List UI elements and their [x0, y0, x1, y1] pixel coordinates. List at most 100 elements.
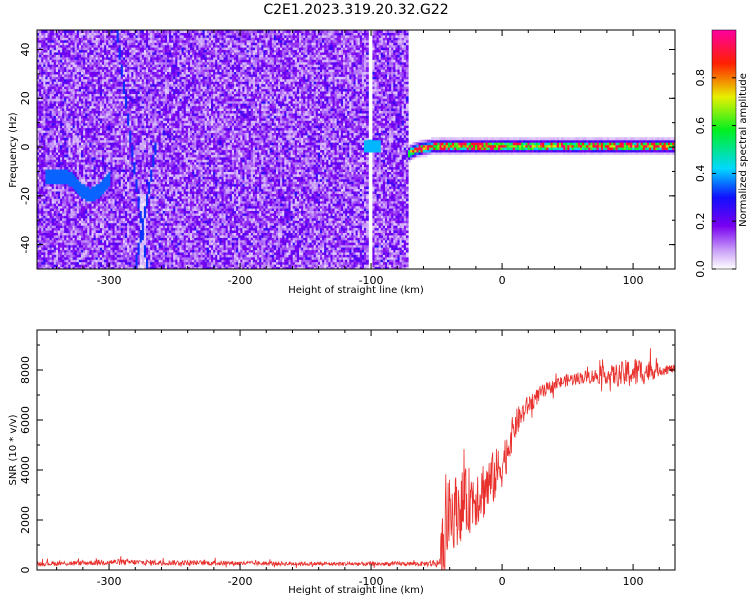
heatmap-cell	[55, 108, 59, 111]
heatmap-cell	[41, 49, 44, 53]
heatmap-cell	[66, 169, 69, 172]
heatmap-cell	[53, 266, 57, 269]
heatmap-cell	[45, 166, 49, 170]
heatmap-cell	[51, 83, 55, 87]
heatmap-cell	[51, 30, 55, 33]
heatmap-cell	[37, 191, 40, 194]
heatmap-cell	[62, 178, 65, 182]
heatmap-cell	[64, 61, 67, 65]
heatmap-cell	[51, 73, 55, 77]
heatmap-cell	[68, 225, 72, 229]
heatmap-cell	[68, 183, 72, 187]
heatmap-cell	[51, 151, 55, 155]
heatmap-cell	[68, 76, 72, 80]
heatmap-cell	[66, 49, 69, 53]
heatmap-cell	[58, 134, 61, 138]
heatmap-cell	[55, 144, 59, 148]
heatmap-cell	[53, 34, 57, 38]
heatmap-cell	[68, 210, 72, 214]
heatmap-cell	[37, 186, 40, 190]
heatmap-cell	[68, 154, 72, 158]
heatmap-cell	[39, 42, 42, 46]
heatmap-cell	[45, 237, 49, 241]
heatmap-cell	[49, 142, 53, 146]
heatmap-cell	[53, 83, 57, 87]
heatmap-cell	[49, 215, 53, 219]
heatmap-cell	[58, 93, 61, 97]
heatmap-cell	[66, 215, 69, 219]
heatmap-cell	[49, 127, 53, 131]
heatmap-cell	[45, 191, 49, 194]
heatmap-cell	[51, 215, 55, 219]
heatmap-cell	[58, 37, 61, 41]
heatmap-cell	[68, 212, 72, 216]
heatmap-cell	[49, 47, 53, 51]
heatmap-cell	[53, 205, 57, 209]
heatmap-cell	[58, 117, 61, 121]
heatmap-cell	[58, 32, 61, 36]
heatmap-cell	[66, 66, 69, 70]
heatmap-cell	[66, 137, 69, 141]
heatmap-cell	[68, 239, 72, 243]
heatmap-cell	[41, 215, 44, 219]
heatmap-cell	[60, 176, 63, 180]
heatmap-cell	[43, 137, 46, 141]
heatmap-cell	[58, 73, 61, 77]
heatmap-cell	[39, 78, 42, 82]
heatmap-cell	[41, 32, 44, 36]
heatmap-cell	[64, 47, 67, 51]
heatmap-cell	[47, 108, 51, 111]
heatmap-cell	[53, 227, 57, 231]
heatmap-cell	[68, 251, 72, 255]
heatmap-cell	[47, 115, 51, 119]
heatmap-cell	[47, 176, 51, 180]
heatmap-cell	[43, 105, 46, 109]
heatmap-cell	[55, 78, 59, 82]
heatmap-cell	[43, 144, 46, 148]
heatmap-cell	[37, 86, 40, 90]
heatmap-cell	[53, 115, 57, 119]
heatmap-cell	[58, 232, 61, 236]
heatmap-cell	[47, 169, 51, 172]
heatmap-cell	[62, 254, 65, 258]
heatmap-cell	[39, 232, 42, 236]
heatmap-cell	[62, 127, 65, 131]
heatmap-cell	[60, 66, 63, 70]
heatmap-cell	[37, 110, 40, 114]
heatmap-cell	[53, 122, 57, 126]
heatmap-cell	[60, 137, 63, 141]
heatmap-cell	[64, 93, 67, 97]
heatmap-cell	[49, 44, 53, 48]
heatmap-cell	[45, 66, 49, 70]
heatmap-cell	[41, 103, 44, 107]
heatmap-cell	[41, 151, 44, 155]
heatmap-cell	[49, 98, 53, 102]
heatmap-cell	[51, 122, 55, 126]
heatmap-cell	[43, 198, 46, 202]
heatmap-cell	[39, 76, 42, 80]
heatmap-cell	[62, 176, 65, 180]
heatmap-cell	[37, 47, 40, 51]
heatmap-cell	[64, 156, 67, 160]
heatmap-cell	[51, 198, 55, 202]
heatmap-cell	[66, 88, 69, 92]
heatmap-cell	[64, 247, 67, 251]
heatmap-cell	[43, 30, 46, 33]
heatmap-cell	[45, 110, 49, 114]
heatmap-cell	[58, 147, 61, 151]
heatmap-cell	[55, 178, 59, 182]
heatmap-cell	[39, 166, 42, 170]
heatmap-cell	[66, 34, 69, 38]
heatmap-cell	[68, 186, 72, 190]
heatmap-cell	[43, 220, 46, 224]
heatmap-cell	[70, 222, 74, 226]
heatmap-cell	[53, 239, 57, 243]
heatmap-cell	[51, 147, 55, 151]
heatmap-cell	[66, 39, 69, 43]
heatmap-cell	[45, 30, 49, 33]
heatmap-cell	[62, 105, 65, 109]
heatmap-cell	[43, 254, 46, 258]
heatmap-cell	[47, 132, 51, 136]
heatmap-cell	[55, 210, 59, 214]
heatmap-cell	[60, 98, 63, 102]
